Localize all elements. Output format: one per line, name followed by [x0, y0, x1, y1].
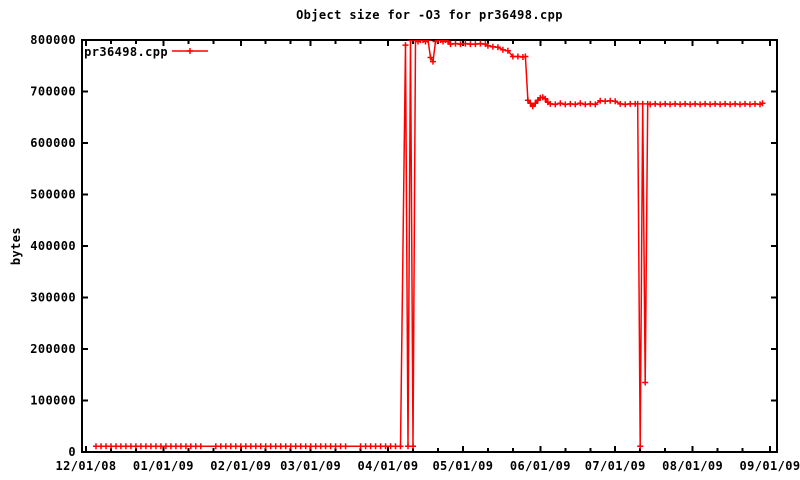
svg-text:300000: 300000 [30, 291, 76, 305]
svg-text:100000: 100000 [30, 394, 76, 408]
svg-text:0: 0 [68, 445, 76, 459]
chart-title: Object size for -O3 for pr36498.cpp [296, 8, 563, 22]
svg-text:02/01/09: 02/01/09 [210, 459, 271, 473]
svg-text:09/01/09: 09/01/09 [740, 459, 800, 473]
plot-frame [81, 39, 778, 453]
x-tick-labels: 12/01/08 01/01/09 02/01/09 03/01/09 04/01/09… [56, 459, 800, 473]
axis-ticks [82, 39, 777, 453]
svg-text:600000: 600000 [30, 136, 76, 150]
svg-text:200000: 200000 [30, 342, 76, 356]
series-line [96, 40, 763, 448]
data-series-pr36498.cpp [93, 40, 766, 450]
svg-text:700000: 700000 [30, 85, 76, 99]
svg-text:07/01/09: 07/01/09 [585, 459, 646, 473]
legend-series-label: pr36498.cpp [84, 45, 168, 59]
svg-text:03/01/09: 03/01/09 [280, 459, 341, 473]
svg-text:04/01/09: 04/01/09 [358, 459, 419, 473]
svg-text:08/01/09: 08/01/09 [662, 459, 723, 473]
legend-line-sample [172, 48, 208, 54]
svg-text:06/01/09: 06/01/09 [510, 459, 571, 473]
svg-text:500000: 500000 [30, 188, 76, 202]
svg-text:12/01/08: 12/01/08 [56, 459, 117, 473]
svg-text:400000: 400000 [30, 239, 76, 253]
svg-text:800000: 800000 [30, 33, 76, 47]
svg-text:01/01/09: 01/01/09 [133, 459, 194, 473]
series-plus-markers [93, 40, 766, 450]
svg-text:05/01/09: 05/01/09 [432, 459, 493, 473]
y-tick-labels: 0 100000 200000 300000 400000 500000 600000 700… [30, 33, 76, 459]
